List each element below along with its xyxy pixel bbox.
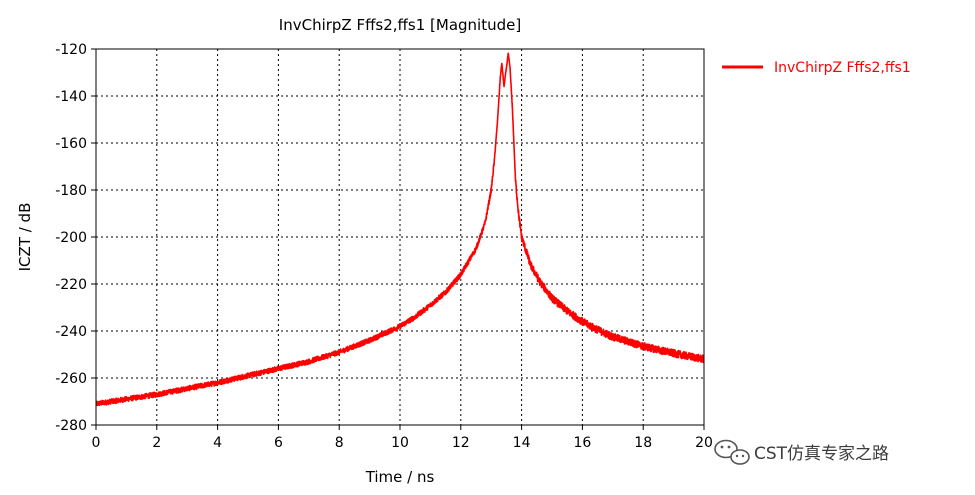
x-tick-label: 12	[452, 435, 470, 451]
legend[interactable]: InvChirpZ Fffs2,ffs1	[722, 60, 911, 76]
data-point	[508, 53, 509, 54]
data-point	[582, 321, 583, 322]
y-tick-label: -160	[55, 136, 87, 152]
data-point	[612, 336, 613, 337]
data-point	[187, 388, 188, 389]
data-point	[339, 352, 340, 353]
data-point	[551, 298, 552, 299]
y-tick-label: -120	[55, 42, 87, 58]
data-point	[369, 340, 370, 341]
chart-title: InvChirpZ Fffs2,ffs1 [Magnitude]	[279, 16, 521, 34]
data-point	[530, 265, 531, 266]
data-point	[501, 63, 502, 64]
y-axis-ticks: -120 -140 -160 -180 -200 -220 -240 -260 -280	[55, 42, 96, 434]
data-point	[485, 222, 486, 223]
y-tick-label: -200	[55, 230, 87, 246]
x-tick-label: 4	[213, 435, 222, 451]
data-point	[515, 180, 516, 181]
series-line	[96, 52, 704, 407]
data-point	[500, 77, 501, 78]
data-point	[475, 248, 476, 249]
x-tick-label: 0	[92, 435, 101, 451]
data-point	[460, 274, 461, 275]
data-point	[430, 305, 431, 306]
data-point	[308, 361, 309, 362]
y-tick-label: -220	[55, 277, 87, 293]
x-tick-label: 10	[391, 435, 409, 451]
y-tick-label: -240	[55, 324, 87, 340]
grid-lines	[96, 49, 704, 425]
x-axis-title: Time / ns	[365, 468, 435, 486]
data-point	[597, 329, 598, 330]
watermark-text: CST仿真专家之路	[754, 444, 889, 464]
y-tick-label: -180	[55, 183, 87, 199]
data-point	[506, 67, 507, 68]
legend-label: InvChirpZ Fffs2,ffs1	[774, 60, 911, 76]
series-layer	[96, 52, 704, 407]
data-point	[217, 382, 218, 383]
y-tick-label: -260	[55, 371, 87, 387]
data-point	[503, 86, 504, 87]
data-point	[643, 346, 644, 347]
data-point	[521, 236, 522, 237]
data-point	[491, 189, 492, 190]
data-point	[673, 353, 674, 354]
y-tick-label: -280	[55, 418, 87, 434]
x-tick-label: 16	[573, 435, 591, 451]
data-point	[567, 310, 568, 311]
data-point	[512, 110, 513, 111]
x-tick-label: 20	[695, 435, 713, 451]
data-point	[415, 316, 416, 317]
data-point	[278, 368, 279, 369]
x-tick-label: 8	[335, 435, 344, 451]
x-tick-label: 14	[513, 435, 531, 451]
y-axis-title: ICZT / dB	[16, 203, 34, 272]
x-axis-ticks: 0 2 4 6 8 10 12 14 16 18 20	[92, 425, 713, 451]
data-point	[126, 399, 127, 400]
x-tick-label: 2	[152, 435, 161, 451]
wechat-icon	[714, 439, 750, 465]
data-point	[156, 394, 157, 395]
watermark: CST仿真专家之路	[714, 439, 889, 465]
data-point	[539, 281, 540, 282]
data-point	[247, 375, 248, 376]
data-point	[497, 124, 498, 125]
x-tick-label: 18	[634, 435, 652, 451]
y-tick-label: -140	[55, 89, 87, 105]
data-point	[518, 213, 519, 214]
data-point	[509, 67, 510, 68]
data-point	[399, 326, 400, 327]
x-tick-label: 6	[274, 435, 283, 451]
data-point	[494, 161, 495, 162]
data-point	[445, 292, 446, 293]
